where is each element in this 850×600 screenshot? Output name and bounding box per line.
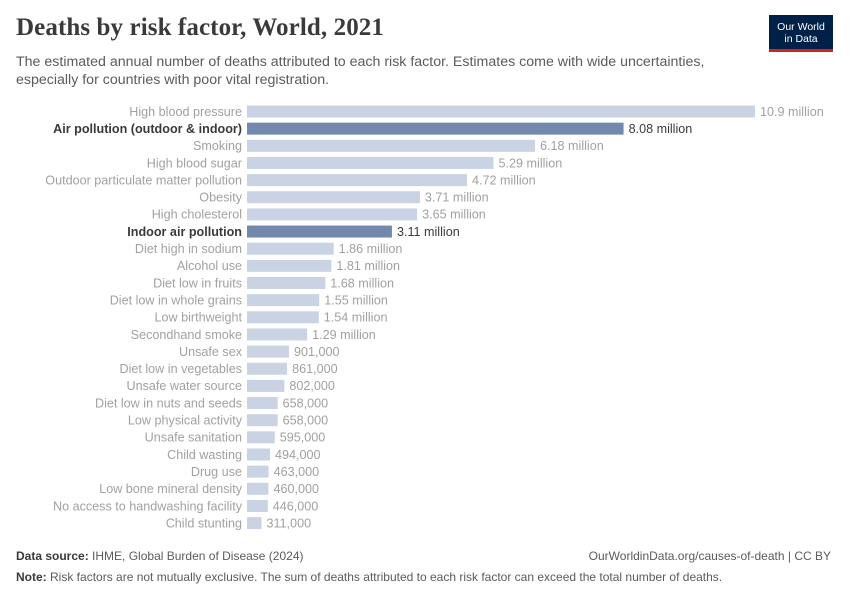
category-label: Outdoor particulate matter pollution bbox=[45, 173, 242, 187]
category-label: Indoor air pollution bbox=[127, 225, 242, 239]
value-label: 6.18 million bbox=[540, 139, 604, 153]
bar[interactable] bbox=[247, 379, 285, 392]
bar[interactable] bbox=[247, 174, 467, 187]
bar[interactable] bbox=[247, 328, 308, 341]
category-label: Drug use bbox=[191, 465, 242, 479]
value-label: 4.72 million bbox=[472, 173, 536, 187]
chart-note: Note: Risk factors are not mutually excl… bbox=[16, 570, 722, 584]
bar[interactable] bbox=[247, 156, 494, 169]
value-label: 3.65 million bbox=[422, 208, 486, 222]
data-source-text[interactable]: IHME, Global Burden of Disease (2024) bbox=[92, 549, 304, 563]
bar[interactable] bbox=[247, 242, 334, 255]
category-label: Diet low in fruits bbox=[153, 276, 242, 290]
bar[interactable] bbox=[247, 277, 326, 289]
bar[interactable] bbox=[247, 414, 278, 427]
category-label: High cholesterol bbox=[152, 208, 242, 222]
value-label: 901,000 bbox=[294, 345, 340, 359]
bar[interactable] bbox=[247, 517, 262, 530]
chart-title: Deaths by risk factor, World, 2021 bbox=[16, 14, 384, 41]
bar[interactable] bbox=[247, 448, 271, 461]
value-label: 311,000 bbox=[266, 516, 311, 530]
bar[interactable] bbox=[247, 139, 536, 152]
category-label: Low physical activity bbox=[128, 414, 243, 428]
category-label: Air pollution (outdoor & indoor) bbox=[53, 122, 242, 136]
value-label: 10.9 million bbox=[760, 105, 824, 119]
bar[interactable] bbox=[247, 191, 420, 204]
category-label: High blood pressure bbox=[129, 105, 242, 119]
value-label: 1.86 million bbox=[339, 242, 403, 256]
bar[interactable] bbox=[247, 225, 392, 238]
category-label: Unsafe sex bbox=[179, 345, 243, 359]
data-source: Data source: IHME, Global Burden of Dise… bbox=[16, 549, 303, 563]
category-label: Low bone mineral density bbox=[99, 482, 243, 496]
note-text: Risk factors are not mutually exclusive.… bbox=[50, 570, 723, 584]
bar[interactable] bbox=[247, 362, 288, 375]
category-label: No access to handwashing facility bbox=[53, 499, 243, 513]
bar[interactable] bbox=[247, 499, 268, 512]
value-label: 8.08 million bbox=[629, 122, 693, 136]
category-label: High blood sugar bbox=[147, 156, 242, 170]
value-label: 802,000 bbox=[289, 379, 335, 393]
category-label: Diet low in vegetables bbox=[119, 362, 242, 376]
source-url[interactable]: OurWorldinData.org/causes-of-death | CC … bbox=[588, 549, 831, 563]
bar[interactable] bbox=[247, 208, 418, 221]
value-label: 1.68 million bbox=[330, 276, 394, 290]
category-label: Unsafe water source bbox=[127, 379, 243, 393]
category-label: Obesity bbox=[199, 191, 242, 205]
value-label: 460,000 bbox=[273, 482, 319, 496]
value-label: 3.11 million bbox=[397, 225, 460, 239]
bar-chart: High blood pressure 10.9 million Air pollu… bbox=[45, 105, 824, 531]
value-label: 595,000 bbox=[280, 431, 326, 445]
bar[interactable] bbox=[247, 397, 278, 410]
category-label: Secondhand smoke bbox=[131, 328, 242, 342]
chart-subtitle: The estimated annual number of deaths at… bbox=[16, 54, 705, 88]
category-label: Child wasting bbox=[167, 448, 242, 462]
value-label: 3.71 million bbox=[425, 191, 489, 205]
category-label: Child stunting bbox=[166, 516, 242, 530]
bar[interactable] bbox=[247, 345, 289, 358]
category-label: Low birthweight bbox=[154, 311, 242, 325]
bar[interactable] bbox=[247, 482, 269, 495]
value-label: 861,000 bbox=[292, 362, 338, 376]
value-label: 1.55 million bbox=[324, 293, 388, 307]
bar[interactable] bbox=[247, 122, 624, 135]
category-label: Diet high in sodium bbox=[135, 242, 242, 256]
bar[interactable] bbox=[247, 105, 755, 118]
category-label: Alcohol use bbox=[177, 259, 242, 273]
bar[interactable] bbox=[247, 431, 275, 444]
logo-line-2: in Data bbox=[784, 33, 818, 45]
logo-line-1: Our World bbox=[777, 21, 825, 33]
value-label: 463,000 bbox=[274, 465, 320, 479]
value-label: 658,000 bbox=[283, 414, 329, 428]
value-label: 1.81 million bbox=[336, 259, 400, 273]
bar[interactable] bbox=[247, 259, 332, 272]
owid-logo[interactable]: Our World in Data bbox=[769, 15, 833, 52]
category-label: Smoking bbox=[193, 139, 242, 153]
value-label: 1.29 million bbox=[312, 328, 376, 342]
bar[interactable] bbox=[247, 465, 269, 478]
data-source-label: Data source: bbox=[16, 549, 89, 563]
category-label: Diet low in whole grains bbox=[110, 293, 242, 307]
category-label: Unsafe sanitation bbox=[145, 431, 242, 445]
value-label: 5.29 million bbox=[499, 156, 563, 170]
note-label: Note: bbox=[16, 570, 47, 584]
value-label: 1.54 million bbox=[324, 311, 388, 325]
value-label: 494,000 bbox=[275, 448, 321, 462]
bar[interactable] bbox=[247, 311, 319, 324]
bar[interactable] bbox=[247, 294, 320, 307]
category-label: Diet low in nuts and seeds bbox=[95, 396, 242, 410]
value-label: 446,000 bbox=[273, 499, 319, 513]
value-label: 658,000 bbox=[283, 396, 329, 410]
